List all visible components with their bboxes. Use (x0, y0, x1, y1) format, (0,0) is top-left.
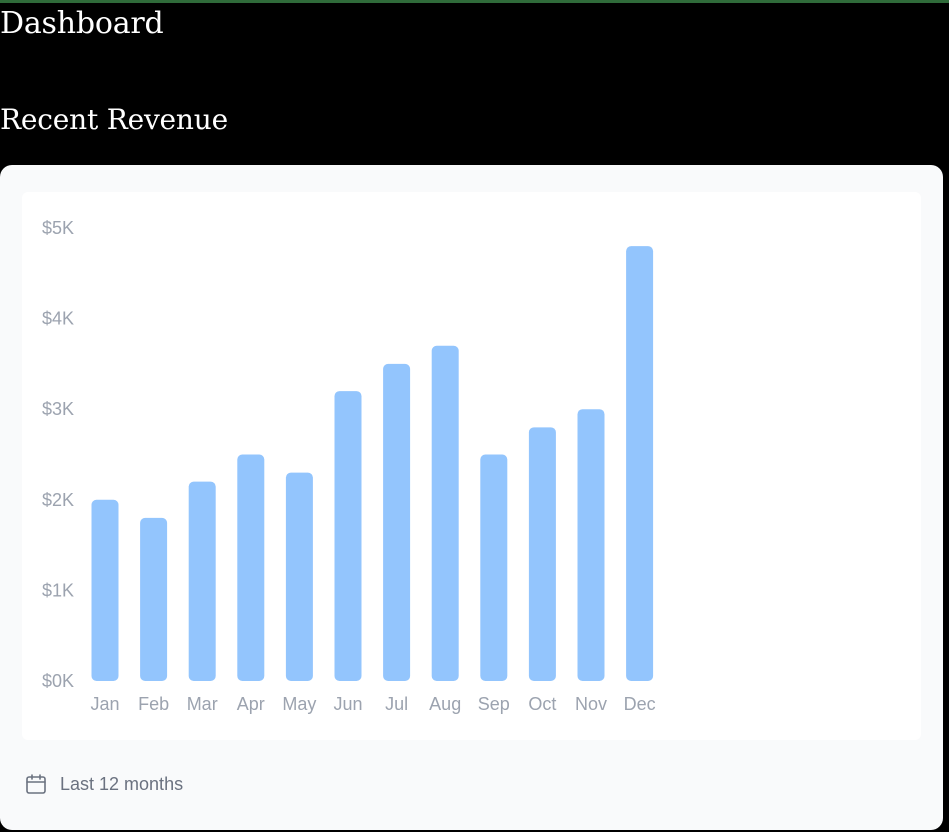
y-tick-label: $2K (42, 490, 74, 510)
calendar-icon (24, 772, 48, 796)
x-tick-label: Jan (90, 694, 119, 714)
bar-mar[interactable] (188, 481, 216, 681)
bar-jul[interactable] (383, 363, 411, 681)
revenue-card: $0K $1K $2K $3K $4K $5K Jan Feb Mar Apr May Jun Jul A… (0, 165, 943, 830)
x-tick-label: Feb (138, 694, 169, 714)
bar-sep[interactable] (480, 454, 508, 682)
bar-may[interactable] (285, 472, 313, 681)
date-range-footer: Last 12 months (24, 772, 183, 796)
bar-aug[interactable] (431, 345, 459, 681)
bar-oct[interactable] (528, 427, 556, 681)
bar-jan[interactable] (91, 499, 119, 681)
bar-jun[interactable] (334, 391, 362, 681)
x-tick-label: Jun (333, 694, 362, 714)
x-tick-label: Jul (385, 694, 408, 714)
bar-nov[interactable] (577, 409, 605, 681)
y-tick-label: $4K (42, 309, 74, 329)
revenue-bar-chart: $0K $1K $2K $3K $4K $5K Jan Feb Mar Apr May Jun Jul A… (42, 218, 656, 714)
bar-feb[interactable] (140, 517, 168, 681)
x-tick-label: Nov (575, 694, 607, 714)
y-tick-label: $1K (42, 580, 74, 600)
x-tick-label: Aug (429, 694, 461, 714)
bar-apr[interactable] (237, 454, 265, 682)
y-tick-label: $0K (42, 671, 74, 691)
x-tick-label: Oct (528, 694, 556, 714)
x-tick-label: Dec (624, 694, 656, 714)
page-title: Dashboard (0, 6, 164, 41)
x-tick-label: May (282, 694, 316, 714)
x-tick-label: Apr (237, 694, 265, 714)
bar-dec[interactable] (626, 246, 654, 681)
y-tick-label: $5K (42, 218, 74, 238)
top-accent-line (0, 0, 949, 3)
x-tick-label: Mar (187, 694, 218, 714)
section-title: Recent Revenue (0, 103, 228, 136)
x-tick-label: Sep (478, 694, 510, 714)
revenue-chart: $0K $1K $2K $3K $4K $5K Jan Feb Mar Apr May Jun Jul A… (22, 192, 921, 740)
y-tick-label: $3K (42, 399, 74, 419)
date-range-label: Last 12 months (60, 773, 184, 794)
